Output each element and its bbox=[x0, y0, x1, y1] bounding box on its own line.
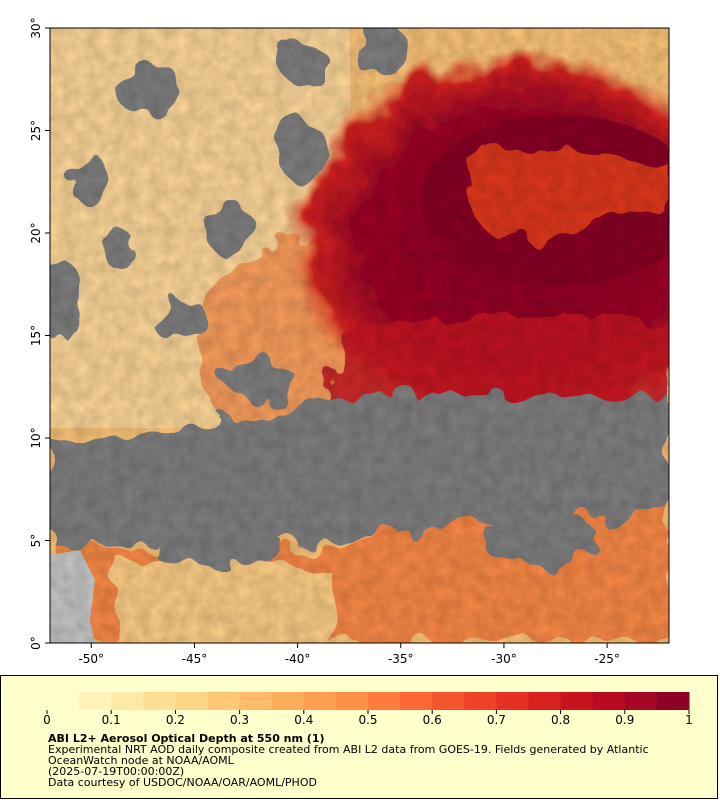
footer-text: ABI L2+ Aerosol Optical Depth at 550 nm … bbox=[48, 733, 688, 788]
colorbar-tick-label: 0.2 bbox=[166, 713, 185, 727]
colorbar-tick-label: 0.1 bbox=[102, 713, 121, 727]
x-tick-label: -35° bbox=[388, 652, 414, 666]
x-tick-label: -50° bbox=[78, 652, 104, 666]
y-tick-label: 15° bbox=[29, 325, 43, 346]
footer-title: ABI L2+ Aerosol Optical Depth at 550 nm … bbox=[48, 732, 325, 745]
colorbar-segment bbox=[624, 692, 658, 710]
colorbar-segment bbox=[335, 692, 369, 710]
x-tick-label: -25° bbox=[594, 652, 620, 666]
colorbar-segment bbox=[592, 692, 626, 710]
colorbar-segment bbox=[656, 692, 690, 710]
colorbar-segment bbox=[79, 692, 112, 710]
colorbar-segment bbox=[175, 692, 208, 710]
y-tick-label: 10° bbox=[29, 427, 43, 448]
colorbar-tick-label: 0.9 bbox=[615, 713, 634, 727]
x-tick-label: -30° bbox=[491, 652, 517, 666]
y-tick-label: 20° bbox=[29, 222, 43, 243]
y-tick-label: 5° bbox=[29, 534, 43, 548]
footer-credit: Data courtesy of USDOC/NOAA/OAR/AOML/PHO… bbox=[48, 776, 317, 789]
x-tick-label: -45° bbox=[182, 652, 208, 666]
colorbar-segment bbox=[496, 692, 529, 710]
colorbar-segment bbox=[207, 692, 241, 710]
colorbar-tick-label: 0.7 bbox=[487, 713, 506, 727]
colorbar-tick-label: 1 bbox=[685, 713, 693, 727]
colorbar-tick-label: 0.5 bbox=[358, 713, 377, 727]
y-tick-label: 25° bbox=[29, 120, 43, 141]
colorbar-tick-label: 0 bbox=[43, 713, 51, 727]
y-tick-label: 0° bbox=[29, 636, 43, 650]
colorbar-segment bbox=[528, 692, 562, 710]
colorbar-segment bbox=[432, 692, 465, 710]
x-tick-label: -40° bbox=[285, 652, 311, 666]
colorbar-segment bbox=[464, 692, 497, 710]
colorbar-segment bbox=[368, 692, 401, 710]
colorbar-segment bbox=[143, 692, 176, 710]
colorbar-segment bbox=[400, 692, 433, 710]
aod-field bbox=[50, 28, 669, 643]
colorbar-segment bbox=[560, 692, 594, 710]
y-tick-label: 30° bbox=[29, 17, 43, 38]
colorbar-segment bbox=[239, 692, 273, 710]
colorbar-tick-label: 0.6 bbox=[423, 713, 442, 727]
colorbar-segment bbox=[303, 692, 337, 710]
colorbar-tick-label: 0.4 bbox=[294, 713, 313, 727]
footer-description: Experimental NRT AOD daily composite cre… bbox=[48, 743, 649, 767]
footer-date: (2025-07-19T00:00:00Z) bbox=[48, 765, 185, 778]
colorbar-segment bbox=[47, 692, 80, 710]
colorbar-tick-label: 0.3 bbox=[230, 713, 249, 727]
colorbar-segment bbox=[271, 692, 305, 710]
colorbar-tick-label: 0.8 bbox=[551, 713, 570, 727]
colorbar-segment bbox=[111, 692, 144, 710]
